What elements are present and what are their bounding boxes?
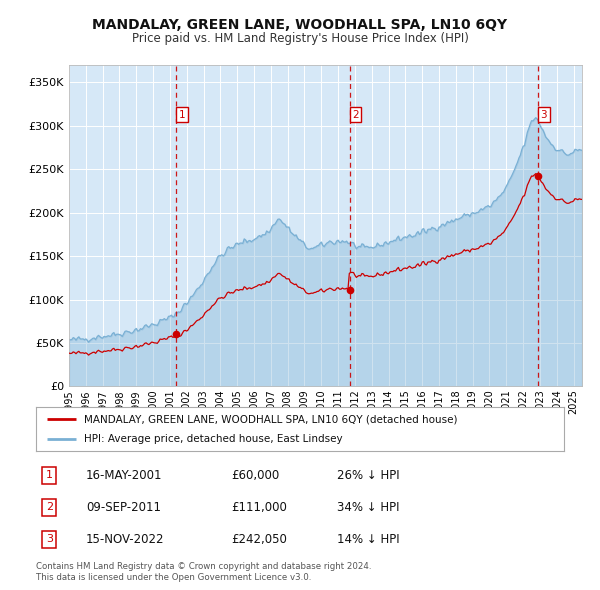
Text: HPI: Average price, detached house, East Lindsey: HPI: Average price, detached house, East… (83, 434, 342, 444)
Text: 34% ↓ HPI: 34% ↓ HPI (337, 501, 400, 514)
Text: Contains HM Land Registry data © Crown copyright and database right 2024.: Contains HM Land Registry data © Crown c… (36, 562, 371, 571)
Text: MANDALAY, GREEN LANE, WOODHALL SPA, LN10 6QY: MANDALAY, GREEN LANE, WOODHALL SPA, LN10… (92, 18, 508, 32)
Text: 2: 2 (46, 503, 53, 512)
Text: 09-SEP-2011: 09-SEP-2011 (86, 501, 161, 514)
Text: 3: 3 (46, 535, 53, 545)
Text: £242,050: £242,050 (232, 533, 287, 546)
Text: 2: 2 (352, 110, 359, 120)
Text: This data is licensed under the Open Government Licence v3.0.: This data is licensed under the Open Gov… (36, 573, 311, 582)
Text: 16-MAY-2001: 16-MAY-2001 (86, 469, 163, 482)
Text: £111,000: £111,000 (232, 501, 287, 514)
Text: 14% ↓ HPI: 14% ↓ HPI (337, 533, 400, 546)
Text: 1: 1 (179, 110, 185, 120)
Text: 3: 3 (541, 110, 547, 120)
Text: 26% ↓ HPI: 26% ↓ HPI (337, 469, 400, 482)
Text: Price paid vs. HM Land Registry's House Price Index (HPI): Price paid vs. HM Land Registry's House … (131, 32, 469, 45)
Text: £60,000: £60,000 (232, 469, 280, 482)
Text: MANDALAY, GREEN LANE, WOODHALL SPA, LN10 6QY (detached house): MANDALAY, GREEN LANE, WOODHALL SPA, LN10… (83, 414, 457, 424)
Text: 1: 1 (46, 470, 53, 480)
Text: 15-NOV-2022: 15-NOV-2022 (86, 533, 164, 546)
